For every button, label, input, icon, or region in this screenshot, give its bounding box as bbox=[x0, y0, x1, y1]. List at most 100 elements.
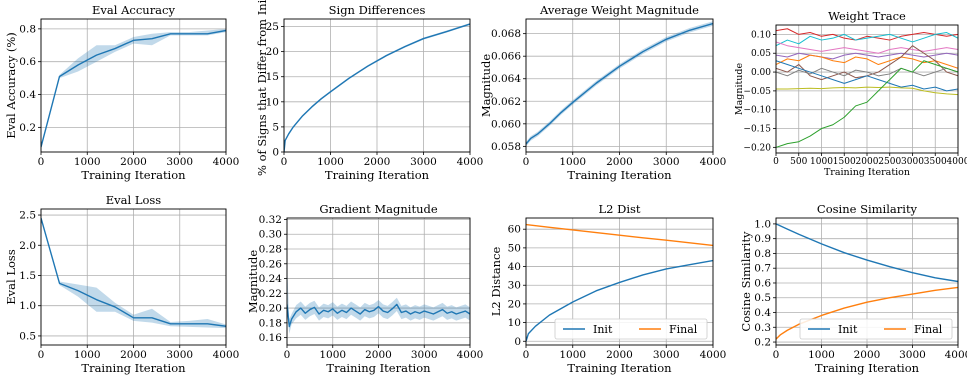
x-tick-label: 2000 bbox=[365, 349, 392, 361]
x-tick-label: 1500 bbox=[833, 157, 856, 167]
y-tick-label: 20 bbox=[266, 46, 279, 58]
chart-title: Weight Trace bbox=[828, 9, 906, 23]
x-tick-label: 4000 bbox=[700, 349, 727, 361]
y-tick-label: 0.6 bbox=[754, 277, 771, 289]
x-tick-label: 4000 bbox=[945, 349, 967, 361]
panel-weight_trace: 0 500 1000 1500 2000 2500 3000 3500 4000 −0.20 −0.… bbox=[734, 9, 967, 178]
y-axis-label: Magnitude bbox=[479, 54, 493, 117]
y-axis-label: Eval Accuracy (%) bbox=[4, 32, 18, 139]
y-tick-label: 1.5 bbox=[19, 270, 36, 282]
y-tick-label: 0.3 bbox=[754, 322, 771, 334]
legend: Init Final bbox=[799, 318, 953, 340]
y-tick-label: 10 bbox=[508, 317, 521, 329]
x-tick-label: 1000 bbox=[74, 349, 101, 361]
x-tick-label: 3000 bbox=[653, 156, 680, 168]
series-line-0 bbox=[287, 303, 470, 328]
chart-title: Sign Differences bbox=[329, 3, 426, 17]
series-line-7 bbox=[776, 60, 958, 92]
y-tick-label: 1.0 bbox=[19, 300, 36, 312]
x-tick-label: 3500 bbox=[924, 157, 947, 167]
panel-sign_diff: 0 1000 2000 3000 4000 0 5 10 15 20 25 Sign Differen… bbox=[255, 0, 483, 182]
x-tick-label: 2000 bbox=[606, 349, 633, 361]
series-line-6 bbox=[776, 67, 958, 77]
x-tick-label: 1000 bbox=[319, 349, 346, 361]
x-tick-label: 4000 bbox=[457, 156, 484, 168]
x-tick-label: 4000 bbox=[947, 157, 967, 167]
confidence-band bbox=[41, 218, 226, 329]
y-tick-label: 30 bbox=[508, 280, 521, 292]
y-tick-label: 0.062 bbox=[491, 96, 521, 108]
plot-area-l2_dist bbox=[526, 223, 713, 342]
y-tick-label: 2.5 bbox=[19, 210, 36, 222]
x-tick-label: 0 bbox=[773, 157, 779, 167]
x-axis-label: Training Iteration bbox=[81, 168, 186, 182]
y-tick-label: 0.4 bbox=[754, 307, 771, 319]
y-tick-label: 0.2 bbox=[754, 337, 771, 349]
panel-l2_dist: 0 1000 2000 3000 4000 0 10 20 30 40 50 60 L2 Dist Tra… bbox=[489, 202, 726, 375]
x-axis-label: Training Iteration bbox=[325, 168, 430, 182]
y-axis-label: % of Signs that Differ from Init bbox=[255, 0, 269, 176]
y-tick-label: −0.05 bbox=[743, 87, 771, 97]
x-tick-label: 1000 bbox=[74, 156, 101, 168]
y-tick-label: 60 bbox=[508, 224, 521, 236]
y-tick-label: 40 bbox=[508, 261, 521, 273]
y-tick-label: 0.32 bbox=[259, 214, 282, 226]
confidence-band bbox=[41, 28, 226, 148]
y-tick-label: 0.066 bbox=[491, 51, 521, 63]
panel-eval_loss: 0 1000 2000 3000 4000 0.5 1.0 1.5 2.0 2.5 Eval Los… bbox=[4, 193, 239, 375]
y-tick-label: 0.7 bbox=[754, 263, 771, 275]
y-tick-label: 0.24 bbox=[259, 273, 283, 285]
y-tick-label: 0.26 bbox=[259, 258, 283, 270]
y-axis-label: L2 Distance bbox=[489, 247, 503, 317]
y-tick-label: −0.20 bbox=[743, 143, 771, 153]
y-tick-label: 15 bbox=[266, 71, 279, 83]
y-tick-label: 0.28 bbox=[259, 244, 282, 256]
x-tick-label: 1000 bbox=[559, 349, 586, 361]
y-tick-label: 0.10 bbox=[751, 30, 771, 40]
x-tick-label: 3000 bbox=[166, 349, 193, 361]
confidence-band bbox=[287, 263, 470, 334]
x-tick-label: 1000 bbox=[559, 156, 586, 168]
y-axis-label: Magnitude bbox=[246, 250, 260, 313]
legend-label-init: Init bbox=[593, 323, 613, 336]
y-tick-label: 2.0 bbox=[19, 240, 36, 252]
x-tick-label: 3000 bbox=[899, 349, 926, 361]
y-tick-label: 0 bbox=[272, 147, 279, 159]
y-axis-label: Magnitude bbox=[734, 62, 745, 115]
x-tick-label: 2500 bbox=[878, 157, 901, 167]
legend-label-final: Final bbox=[669, 323, 698, 336]
series-line-8 bbox=[776, 86, 958, 96]
x-tick-label: 4000 bbox=[457, 349, 484, 361]
x-axis-label: Training Iteration bbox=[567, 361, 672, 375]
y-tick-label: 25 bbox=[266, 21, 279, 33]
plot-area-cos_sim bbox=[776, 223, 958, 340]
chart-title: L2 Dist bbox=[598, 202, 640, 216]
y-axis-label: Eval Loss bbox=[4, 249, 18, 305]
plot-area-eval_loss bbox=[41, 217, 226, 329]
y-tick-label: 0.064 bbox=[491, 73, 521, 85]
y-tick-label: 0.5 bbox=[754, 292, 771, 304]
y-tick-label: 0.8 bbox=[754, 248, 771, 260]
plot-area-weight_trace bbox=[776, 28, 958, 148]
x-tick-label: 1000 bbox=[317, 156, 344, 168]
y-tick-label: −0.10 bbox=[743, 106, 771, 116]
legend-box bbox=[554, 318, 708, 340]
y-tick-label: 0.8 bbox=[19, 23, 36, 35]
x-axis-label: Training Iteration bbox=[81, 361, 186, 375]
plot-area-sign_diff bbox=[284, 23, 470, 152]
x-tick-label: 4000 bbox=[213, 349, 240, 361]
panel-cos_sim: 0 1000 2000 3000 4000 0.2 0.3 0.4 0.5 0.6 0.7 0.8 0.… bbox=[739, 202, 967, 375]
x-tick-label: 0 bbox=[523, 156, 530, 168]
x-tick-label: 0 bbox=[523, 349, 530, 361]
chart-title: Eval Loss bbox=[106, 193, 162, 207]
x-tick-label: 2000 bbox=[854, 349, 881, 361]
series-line-1 bbox=[776, 32, 958, 47]
series-line-0 bbox=[41, 29, 226, 148]
x-tick-label: 2000 bbox=[120, 156, 147, 168]
series-line-init bbox=[776, 223, 958, 283]
x-tick-label: 1000 bbox=[808, 349, 835, 361]
y-tick-label: 0.30 bbox=[259, 229, 282, 241]
x-tick-label: 2000 bbox=[856, 157, 879, 167]
